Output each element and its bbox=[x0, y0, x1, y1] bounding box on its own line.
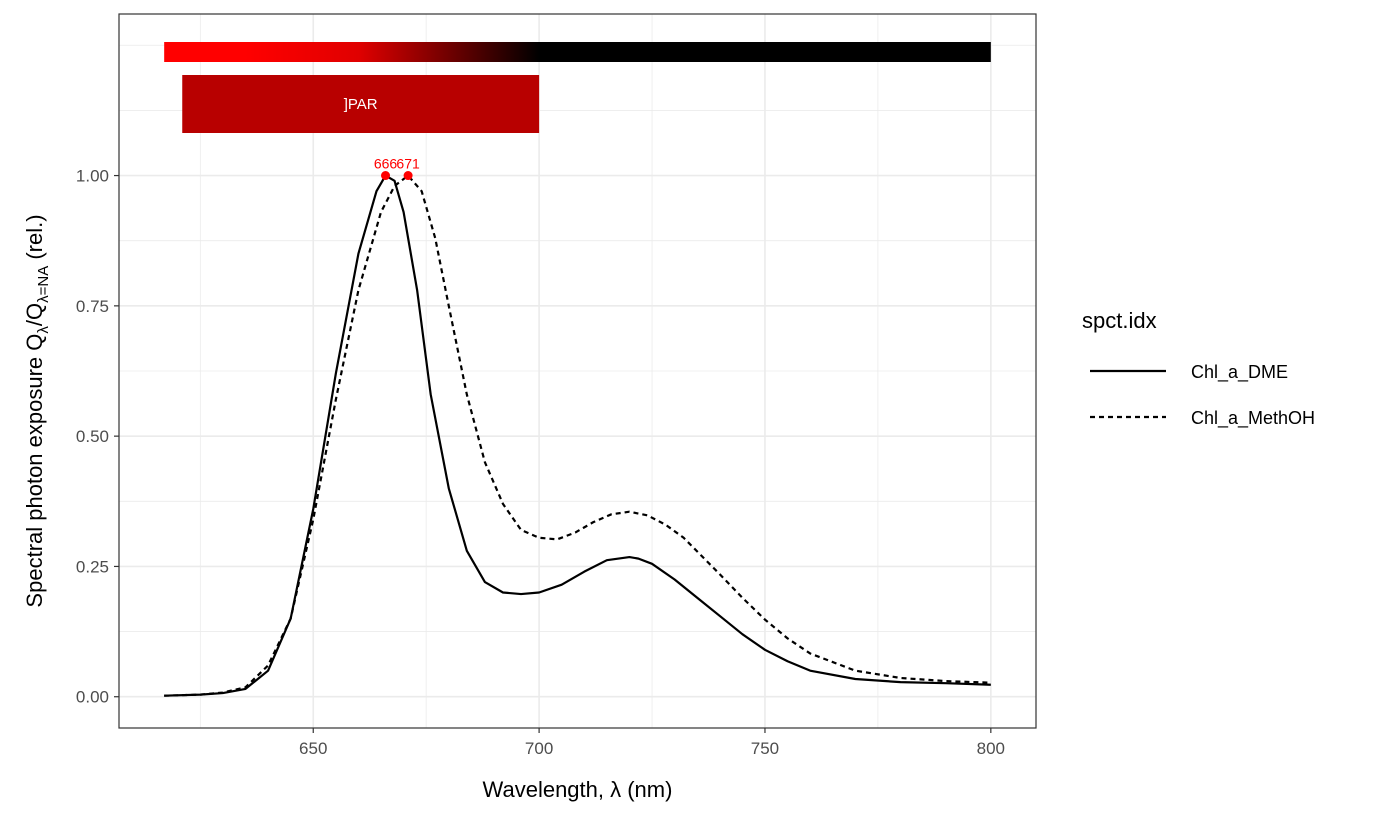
x-axis-title: Wavelength, λ (nm) bbox=[483, 777, 673, 802]
y-tick-label: 0.00 bbox=[76, 688, 109, 707]
x-tick-label: 750 bbox=[751, 739, 779, 758]
y-tick-label: 0.50 bbox=[76, 427, 109, 446]
legend-entries: Chl_a_DME Chl_a_MethOH bbox=[1090, 362, 1315, 429]
series-line-chl-a-dme bbox=[164, 174, 991, 697]
wavelength-color-bar bbox=[164, 42, 991, 62]
y-axis-title-mid: /Q bbox=[22, 303, 47, 326]
y-axis-title-suffix: (rel.) bbox=[22, 214, 47, 265]
series-lines bbox=[164, 174, 991, 697]
y-axis-title-sub2: λ=NA bbox=[35, 266, 52, 303]
peak-point bbox=[403, 171, 413, 181]
par-band-label: ]PAR bbox=[344, 96, 378, 113]
legend-title: spct.idx bbox=[1082, 308, 1157, 333]
y-tick-label: 1.00 bbox=[76, 167, 109, 186]
peak-label: 666 bbox=[374, 156, 398, 172]
y-tick-label: 0.25 bbox=[76, 557, 109, 576]
panel-border bbox=[118, 13, 1037, 729]
y-axis-title-prefix: Spectral photon exposure Q bbox=[22, 334, 47, 608]
x-tick-label: 700 bbox=[525, 739, 553, 758]
y-axis-title-sub1: λ bbox=[35, 326, 52, 334]
peak-point bbox=[381, 171, 391, 181]
y-axis-title: Spectral photon exposure Qλ/Qλ=NA (rel.) bbox=[22, 214, 52, 607]
x-tick-label: 800 bbox=[977, 739, 1005, 758]
axes: 650 700 750 800 0.00 0.25 0.50 0.75 1.00 bbox=[76, 167, 1005, 758]
x-tick-label: 650 bbox=[299, 739, 327, 758]
legend-label-chl-a-methoh: Chl_a_MethOH bbox=[1191, 408, 1315, 429]
peak-markers: 666 671 bbox=[374, 156, 420, 181]
grid bbox=[119, 14, 1036, 728]
y-tick-label: 0.75 bbox=[76, 297, 109, 316]
legend: spct.idx Chl_a_DME Chl_a_MethOH bbox=[1082, 308, 1315, 429]
legend-label-chl-a-dme: Chl_a_DME bbox=[1191, 362, 1288, 383]
peak-label: 671 bbox=[396, 156, 420, 172]
par-band bbox=[182, 75, 540, 133]
wavelength-bands: ]PAR bbox=[164, 42, 991, 133]
